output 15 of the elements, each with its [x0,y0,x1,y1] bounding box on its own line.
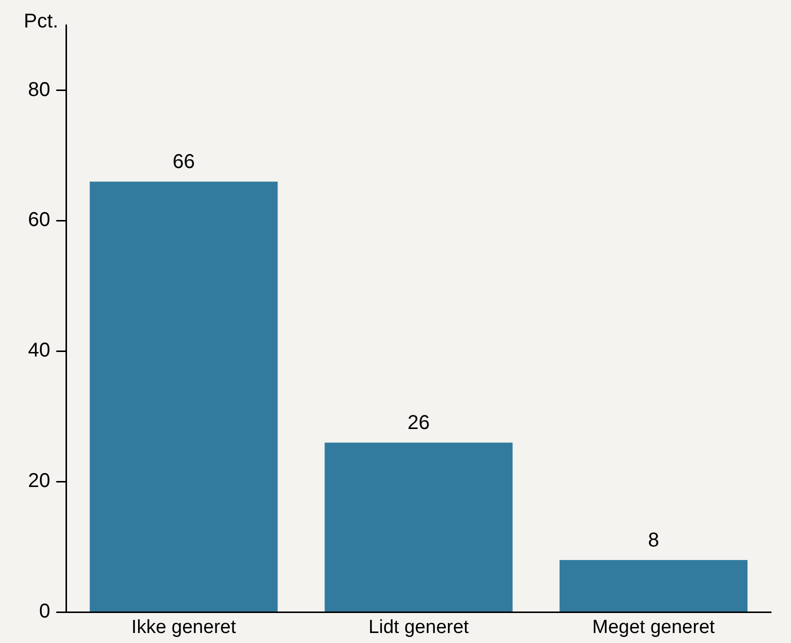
x-tick-label: Ikke generet [131,616,237,638]
bar [560,560,748,612]
data-label: 66 [172,151,195,174]
x-tick-label: Meget generet [592,616,716,638]
x-tick-label: Lidt generet [368,616,470,638]
y-tick-label: 80 [28,78,50,101]
bar [90,182,278,612]
y-tick-label: 60 [28,209,50,232]
y-tick-label: 0 [39,600,50,623]
y-axis-title: Pct. [24,10,58,33]
y-tick-label: 40 [28,340,50,362]
data-label: 8 [648,530,660,552]
data-label: 26 [408,412,430,434]
bar [324,442,513,612]
y-tick-label: 20 [28,470,50,492]
